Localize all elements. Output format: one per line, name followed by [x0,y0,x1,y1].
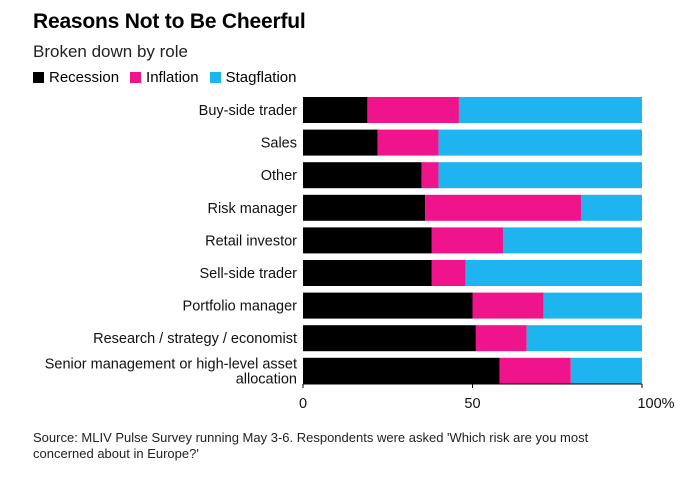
bar-inflation-buy-side-trader [367,97,459,123]
bar-stagflation-sell-side-trader [465,260,642,286]
bar-inflation-research-strategy-economist [475,325,527,352]
bar-stagflation-research-strategy-economist [526,325,642,352]
source-line-1: Source: MLIV Pulse Survey running May 3-… [33,430,589,445]
bar-stagflation-risk-manager [580,194,642,221]
bar-inflation-portfolio-manager [472,292,544,319]
legend: Recession Inflation Stagflation [33,69,307,86]
chart-title: Reasons Not to Be Cheerful [33,10,306,33]
bar-inflation-sell-side-trader [431,260,466,286]
legend-item-recession: Recession [33,69,119,86]
bar-recession-other [303,162,422,189]
category-label-portfolio-manager: Portfolio manager [183,299,298,315]
category-label-senior-management-or-high-level-asset-allocation: Senior management or high-level asset all… [45,356,297,387]
legend-label-inflation: Inflation [146,69,199,86]
bar-stagflation-portfolio-manager [543,292,642,319]
bar-recession-portfolio-manager [303,292,473,319]
bar-stagflation-senior-management-or-high-level-asset-allocation [570,357,642,384]
x-tick-label-100: 100% [637,396,674,412]
bar-recession-senior-management-or-high-level-asset-allocation [303,357,500,384]
chart-subtitle: Broken down by role [33,42,188,61]
bar-stagflation-sales [438,129,642,156]
bar-stagflation-buy-side-trader [458,97,642,123]
bar-inflation-senior-management-or-high-level-asset-allocation [499,357,571,384]
bar-recession-retail-investor [303,227,432,254]
bar-inflation-other [421,162,439,189]
category-label-risk-manager: Risk manager [208,201,298,217]
bar-inflation-sales [377,129,439,156]
category-label-other: Other [261,168,297,184]
bar-stagflation-other [438,162,642,189]
bar-recession-buy-side-trader [303,97,368,123]
category-label-buy-side-trader: Buy-side trader [199,103,297,119]
legend-item-stagflation: Stagflation [209,69,297,86]
legend-swatch-inflation [130,72,142,83]
bar-recession-sell-side-trader [303,260,432,286]
x-tick-label-50: 50 [464,396,480,412]
legend-swatch-stagflation [209,72,221,83]
bar-recession-research-strategy-economist [303,325,476,352]
bar-inflation-retail-investor [431,227,504,254]
category-label-retail-investor: Retail investor [205,233,297,249]
category-label-sales: Sales [261,136,297,152]
legend-label-recession: Recession [49,69,120,86]
bar-inflation-risk-manager [425,194,581,221]
legend-item-inflation: Inflation [130,69,199,86]
bar-recession-risk-manager [303,194,426,221]
category-label-research-strategy-economist: Research / strategy / economist [93,331,297,347]
bar-stagflation-retail-investor [503,227,642,254]
x-tick-label-0: 0 [299,396,307,412]
legend-swatch-recession [33,72,44,83]
bar-recession-sales [303,129,378,156]
source-note: Source: MLIV Pulse Survey running May 3-… [33,430,673,462]
legend-label-stagflation: Stagflation [225,69,297,86]
category-label-sell-side-trader: Sell-side trader [199,266,297,282]
source-line-2: concerned about in Europe?' [33,446,199,461]
